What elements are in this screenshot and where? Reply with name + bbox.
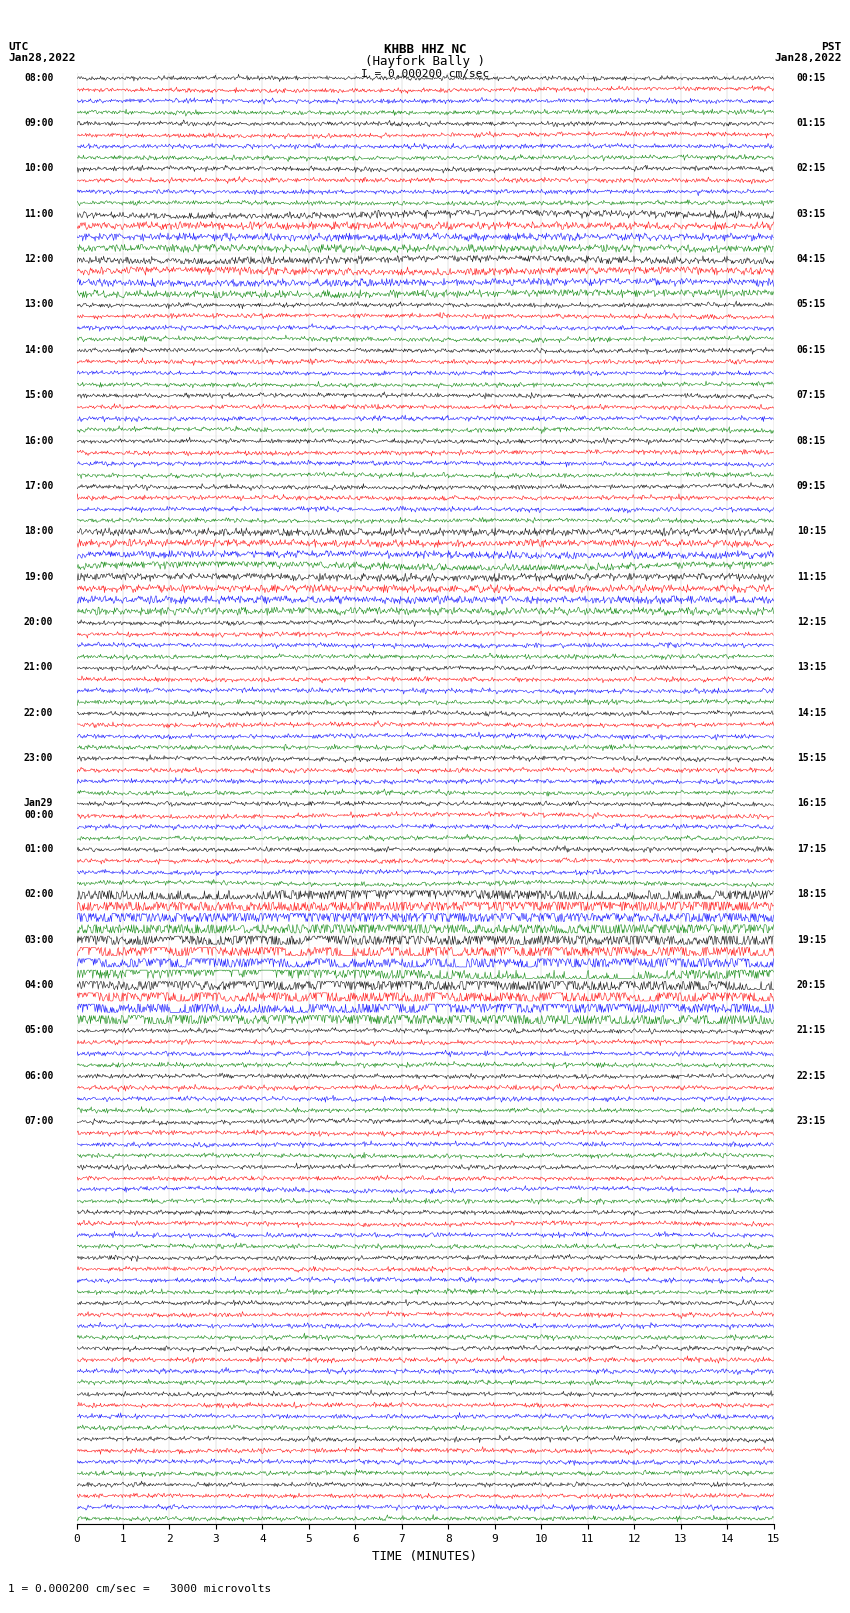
- Text: Jan29
00:00: Jan29 00:00: [24, 798, 54, 819]
- Text: 08:00: 08:00: [24, 73, 54, 82]
- Text: 17:00: 17:00: [24, 481, 54, 490]
- Text: KHBB HHZ NC: KHBB HHZ NC: [383, 44, 467, 56]
- Text: 04:15: 04:15: [796, 255, 826, 265]
- Text: 13:15: 13:15: [796, 663, 826, 673]
- Text: 05:00: 05:00: [24, 1026, 54, 1036]
- Text: 12:00: 12:00: [24, 255, 54, 265]
- Text: I = 0.000200 cm/sec: I = 0.000200 cm/sec: [361, 69, 489, 79]
- Text: 19:15: 19:15: [796, 934, 826, 945]
- Text: 07:15: 07:15: [796, 390, 826, 400]
- Text: 00:15: 00:15: [796, 73, 826, 82]
- Text: PST: PST: [821, 42, 842, 52]
- Text: 21:00: 21:00: [24, 663, 54, 673]
- Text: 18:15: 18:15: [796, 889, 826, 898]
- Text: 01:15: 01:15: [796, 118, 826, 127]
- Text: 18:00: 18:00: [24, 526, 54, 536]
- Text: 16:00: 16:00: [24, 436, 54, 445]
- Text: 06:00: 06:00: [24, 1071, 54, 1081]
- Text: 14:15: 14:15: [796, 708, 826, 718]
- Text: 10:00: 10:00: [24, 163, 54, 173]
- Text: 15:00: 15:00: [24, 390, 54, 400]
- Text: 14:00: 14:00: [24, 345, 54, 355]
- Text: 07:00: 07:00: [24, 1116, 54, 1126]
- Text: 11:15: 11:15: [796, 571, 826, 582]
- Text: 21:15: 21:15: [796, 1026, 826, 1036]
- Text: 13:00: 13:00: [24, 300, 54, 310]
- Text: 10:15: 10:15: [796, 526, 826, 536]
- Text: 15:15: 15:15: [796, 753, 826, 763]
- Text: 19:00: 19:00: [24, 571, 54, 582]
- Text: 1 = 0.000200 cm/sec =   3000 microvolts: 1 = 0.000200 cm/sec = 3000 microvolts: [8, 1584, 272, 1594]
- Text: 23:15: 23:15: [796, 1116, 826, 1126]
- Text: 03:00: 03:00: [24, 934, 54, 945]
- Text: 22:00: 22:00: [24, 708, 54, 718]
- Text: (Hayfork Bally ): (Hayfork Bally ): [365, 55, 485, 68]
- Text: 09:00: 09:00: [24, 118, 54, 127]
- Text: 04:00: 04:00: [24, 979, 54, 990]
- Text: 01:00: 01:00: [24, 844, 54, 853]
- X-axis label: TIME (MINUTES): TIME (MINUTES): [372, 1550, 478, 1563]
- Text: 20:00: 20:00: [24, 618, 54, 627]
- Text: 11:00: 11:00: [24, 208, 54, 219]
- Text: 02:00: 02:00: [24, 889, 54, 898]
- Text: Jan28,2022: Jan28,2022: [8, 53, 76, 63]
- Text: 16:15: 16:15: [796, 798, 826, 808]
- Text: 23:00: 23:00: [24, 753, 54, 763]
- Text: 17:15: 17:15: [796, 844, 826, 853]
- Text: 22:15: 22:15: [796, 1071, 826, 1081]
- Text: 20:15: 20:15: [796, 979, 826, 990]
- Text: 03:15: 03:15: [796, 208, 826, 219]
- Text: 09:15: 09:15: [796, 481, 826, 490]
- Text: 02:15: 02:15: [796, 163, 826, 173]
- Text: UTC: UTC: [8, 42, 29, 52]
- Text: 06:15: 06:15: [796, 345, 826, 355]
- Text: Jan28,2022: Jan28,2022: [774, 53, 842, 63]
- Text: 12:15: 12:15: [796, 618, 826, 627]
- Text: 05:15: 05:15: [796, 300, 826, 310]
- Text: 08:15: 08:15: [796, 436, 826, 445]
